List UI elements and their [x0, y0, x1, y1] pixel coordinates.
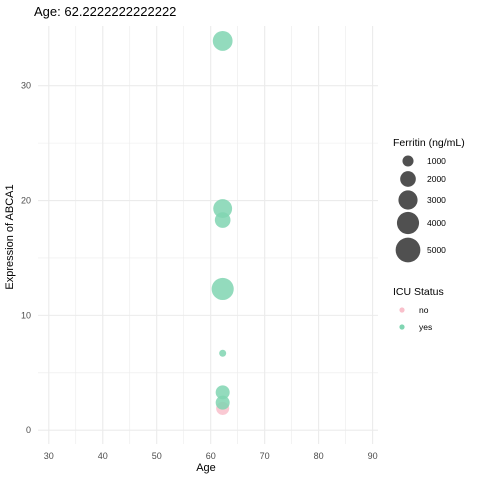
size-legend-title: Ferritin (ng/mL)	[393, 137, 465, 149]
x-tick-label: 40	[98, 451, 108, 461]
data-point-yes	[211, 277, 234, 301]
y-axis-ticks: 0 10 20 30	[21, 81, 31, 436]
color-legend-label: no	[419, 305, 429, 315]
size-legend-key	[395, 237, 421, 263]
x-tick-label: 30	[44, 451, 54, 461]
y-tick-label: 30	[21, 81, 31, 91]
data-point-yes	[219, 349, 227, 357]
color-legend-label: yes	[419, 322, 432, 332]
x-tick-label: 50	[152, 451, 162, 461]
y-tick-label: 10	[21, 310, 31, 320]
data-points	[211, 31, 234, 415]
x-axis-ticks: 30 40 50 60 70 80 90	[44, 451, 378, 461]
size-legend-label: 5000	[427, 245, 446, 255]
x-tick-label: 60	[206, 451, 216, 461]
color-legend: no yes	[399, 305, 432, 332]
size-legend-key	[400, 171, 416, 187]
chart-title: Age: 62.2222222222222	[34, 4, 176, 19]
y-axis-title: Expression of ABCA1	[4, 184, 16, 289]
grid	[38, 26, 378, 444]
size-legend-key	[398, 190, 418, 210]
x-tick-label: 90	[368, 451, 378, 461]
color-legend-title: ICU Status	[393, 286, 444, 298]
legend: Ferritin (ng/mL) 1000 2000 3000 4000 5000 IC…	[393, 137, 465, 332]
x-tick-label: 70	[260, 451, 270, 461]
data-point-yes	[215, 385, 230, 400]
size-legend-label: 3000	[427, 195, 446, 205]
y-tick-label: 20	[21, 196, 31, 206]
size-legend: 1000 2000 3000 4000 5000	[395, 155, 446, 263]
size-legend-label: 1000	[427, 156, 446, 166]
x-axis-title: Age	[196, 462, 216, 474]
data-point-yes	[214, 212, 231, 228]
size-legend-key	[402, 155, 414, 167]
y-tick-label: 0	[26, 425, 31, 435]
color-legend-key-yes	[399, 324, 405, 330]
size-legend-label: 2000	[427, 174, 446, 184]
data-point-yes	[215, 395, 230, 410]
data-point-yes	[213, 199, 233, 219]
data-point-yes	[212, 31, 233, 51]
color-legend-key-no	[399, 307, 405, 313]
size-legend-label: 4000	[427, 218, 446, 228]
x-tick-label: 80	[314, 451, 324, 461]
size-legend-key	[396, 211, 420, 235]
